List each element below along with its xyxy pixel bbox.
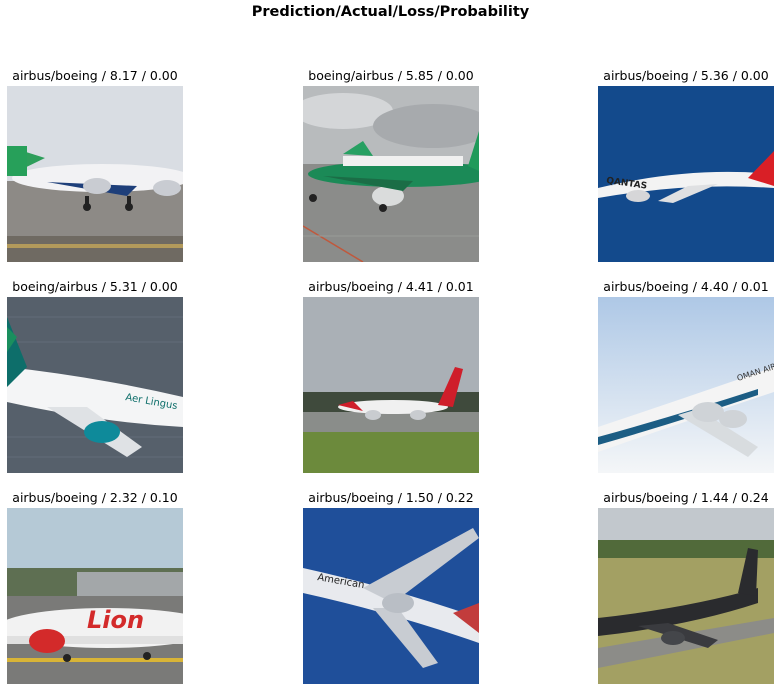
panel-caption: boeing/airbus / 5.85 / 0.00 (308, 68, 474, 83)
aircraft-photo (598, 508, 774, 684)
aircraft-photo: QANTAS (598, 86, 774, 262)
aircraft-photo: American (303, 508, 479, 684)
panel-caption: airbus/boeing / 2.32 / 0.10 (12, 490, 178, 505)
aircraft-photo (303, 86, 479, 262)
panel-caption: airbus/boeing / 1.50 / 0.22 (308, 490, 474, 505)
figure-title: Prediction/Actual/Loss/Probability (251, 4, 530, 20)
aircraft-photo (7, 86, 183, 262)
panel-caption: airbus/boeing / 5.36 / 0.00 (603, 68, 769, 83)
aircraft-photo (303, 297, 479, 473)
aircraft-photo: OMAN AIR (598, 297, 774, 473)
panel-caption: boeing/airbus / 5.31 / 0.00 (12, 279, 178, 294)
aircraft-photo: Aer Lingus (7, 297, 183, 473)
livery-text: Lion (87, 606, 144, 634)
aircraft-photo: Lion (7, 508, 183, 684)
panel-caption: airbus/boeing / 4.41 / 0.01 (308, 279, 474, 294)
panel-caption: airbus/boeing / 4.40 / 0.01 (603, 279, 769, 294)
panel-caption: airbus/boeing / 1.44 / 0.24 (603, 490, 769, 505)
panel-caption: airbus/boeing / 8.17 / 0.00 (12, 68, 178, 83)
